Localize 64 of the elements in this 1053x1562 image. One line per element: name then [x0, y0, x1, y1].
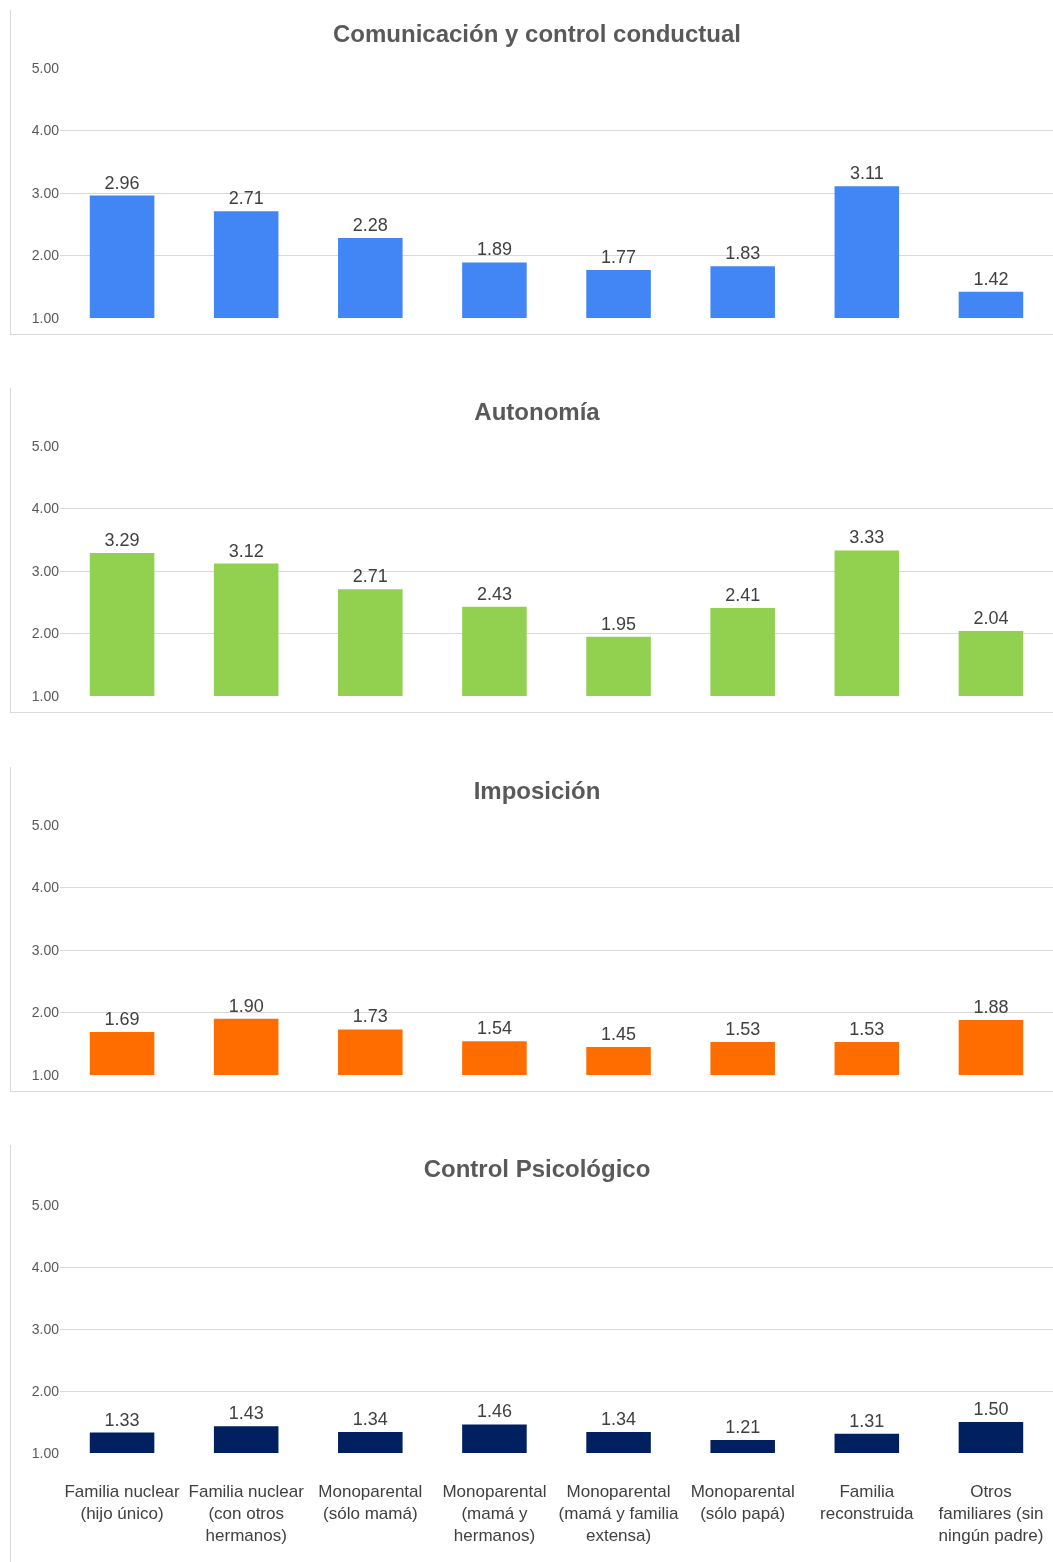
data-label: 2.28: [352, 215, 388, 235]
y-tick-label: 3.00: [31, 1320, 60, 1337]
y-tick-label: 3.00: [31, 184, 60, 201]
data-label: 1.33: [104, 1409, 140, 1430]
data-label: 3.33: [849, 527, 885, 548]
chart-title: Autonomía: [474, 397, 601, 425]
x-tick-label: Familia reconstruida: [820, 1482, 915, 1524]
data-label: 1.43: [228, 1403, 264, 1424]
data-label: 1.45: [601, 1023, 637, 1044]
chart-title: Control Psicológico: [423, 1154, 651, 1182]
data-label: 1.89: [476, 239, 512, 260]
x-tick-label: Monoparental (mamá y hermanos): [442, 1482, 547, 1546]
data-label: 2.96: [104, 172, 140, 193]
data-label: 2.43: [476, 583, 512, 604]
y-tick-label: 2.00: [31, 1382, 60, 1399]
y-tick-label: 4.00: [31, 1258, 60, 1275]
y-tick-label: 5.00: [31, 437, 60, 454]
data-label: 3.11: [849, 163, 884, 184]
data-label: 1.77: [601, 246, 637, 267]
data-label: 2.71: [228, 188, 264, 209]
data-label: 1.46: [476, 1401, 512, 1422]
data-label: 1.90: [228, 995, 264, 1016]
data-label: 1.54: [476, 1018, 512, 1039]
data-label: 1.69: [104, 1008, 140, 1029]
y-tick-label: 3.00: [31, 562, 60, 579]
data-label: 1.53: [725, 1018, 761, 1039]
data-label: 1.95: [601, 613, 637, 634]
y-tick-label: 4.00: [31, 500, 60, 517]
data-label: 1.42: [973, 268, 1009, 289]
data-label: 1.34: [352, 1408, 388, 1429]
x-tick-label: Familia nuclear (con otros hermanos): [188, 1482, 305, 1546]
y-tick-label: 3.00: [31, 941, 60, 958]
y-tick-label: 5.00: [31, 816, 60, 833]
y-tick-label: 4.00: [31, 879, 60, 896]
data-label: 1.83: [725, 243, 761, 264]
data-label: 1.73: [352, 1006, 388, 1027]
data-label: 2.04: [973, 608, 1009, 628]
y-tick-label: 1.00: [31, 1066, 60, 1083]
data-label: 2.71: [352, 566, 388, 587]
data-label: 1.34: [601, 1408, 637, 1429]
data-label: 2.41: [725, 584, 761, 605]
data-label: 1.88: [973, 997, 1009, 1017]
data-label: 3.29: [104, 529, 140, 550]
y-tick-label: 2.00: [31, 625, 60, 642]
y-tick-label: 2.00: [31, 247, 60, 264]
y-tick-label: 1.00: [31, 309, 60, 326]
y-tick-label: 4.00: [31, 122, 60, 139]
x-tick-label: Otros familiares (sin ningún padre): [938, 1482, 1044, 1546]
y-tick-label: 5.00: [31, 59, 60, 76]
data-label: 3.12: [228, 540, 264, 561]
data-label: 1.50: [973, 1399, 1009, 1419]
x-tick-label: Monoparental (sólo mamá): [318, 1482, 423, 1524]
x-tick-label: Familia nuclear (hijo único): [64, 1482, 181, 1524]
x-tick-label: Monoparental (mamá y familia extensa): [558, 1482, 680, 1546]
chart-title: Imposición: [473, 776, 601, 804]
y-tick-label: 1.00: [31, 687, 60, 704]
chart-title: Comunicación y control conductual: [333, 19, 742, 47]
y-tick-label: 1.00: [31, 1444, 60, 1461]
x-tick-label: Monoparental (sólo papá): [690, 1482, 795, 1524]
data-label: 1.21: [725, 1416, 761, 1437]
y-tick-label: 5.00: [31, 1196, 60, 1213]
y-tick-label: 2.00: [31, 1004, 60, 1021]
data-label: 1.53: [849, 1018, 885, 1039]
data-label: 1.31: [849, 1410, 885, 1431]
